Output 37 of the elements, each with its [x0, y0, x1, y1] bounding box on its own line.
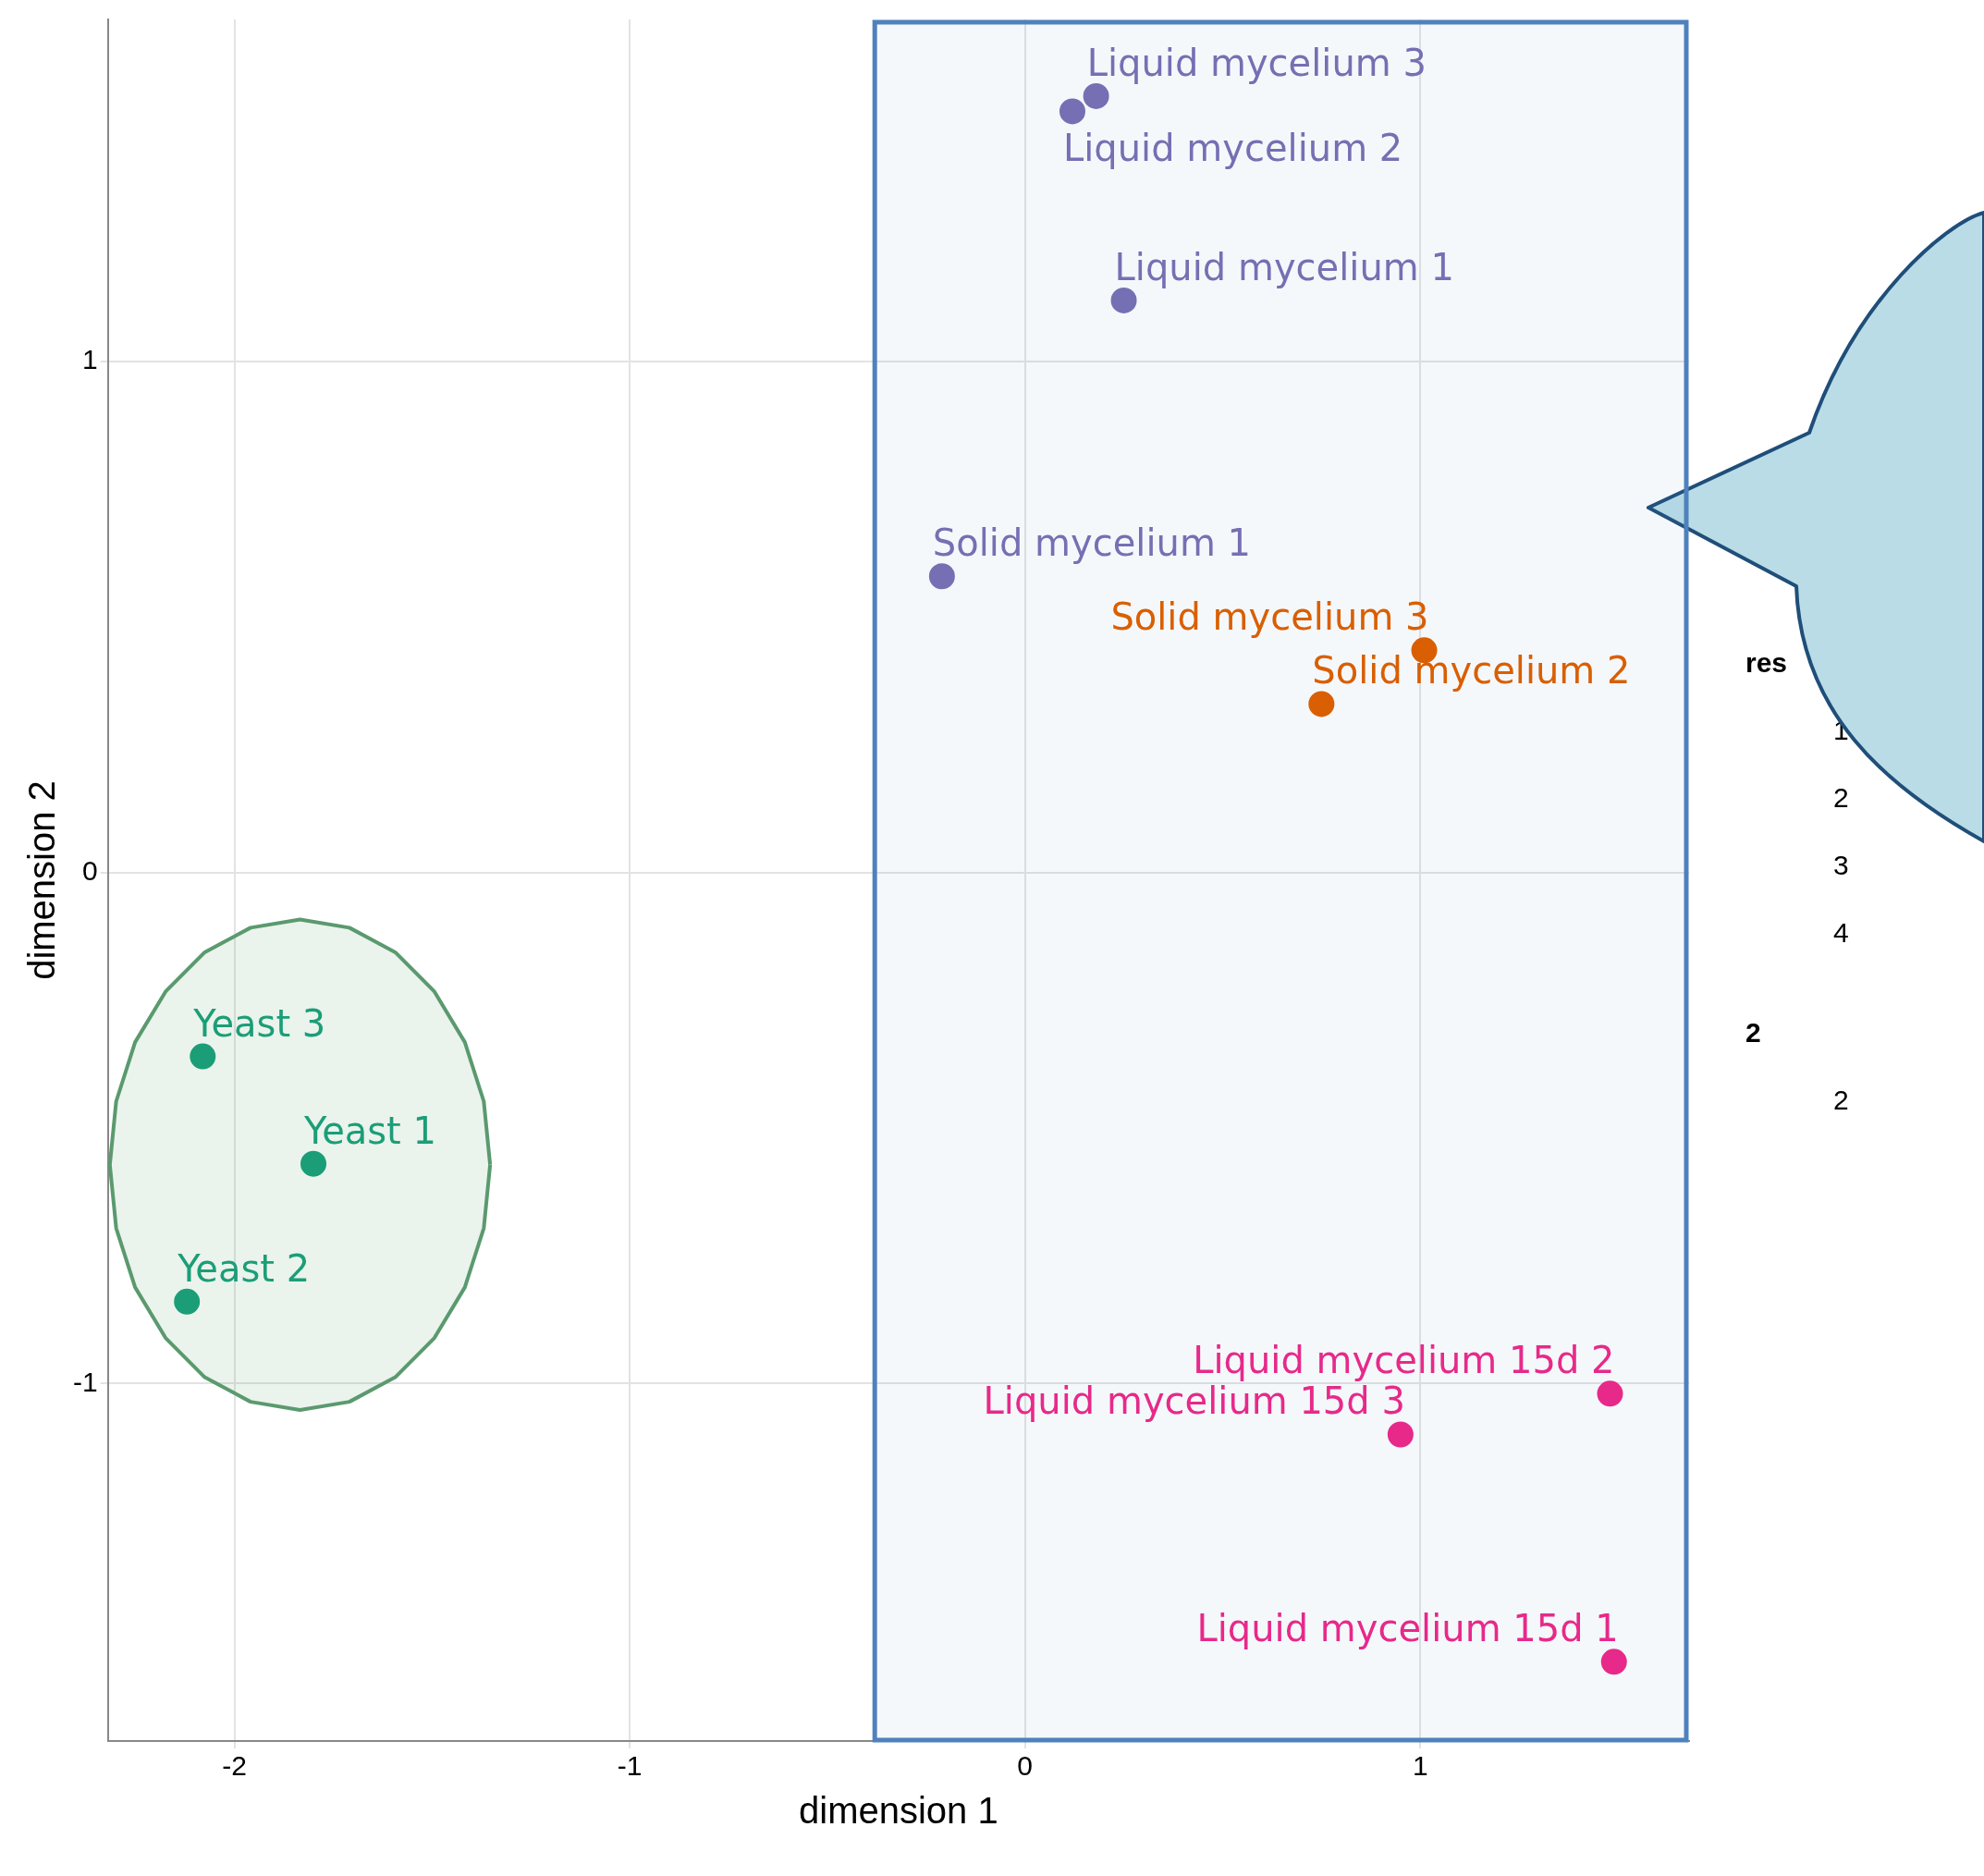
x-axis-title: dimension 1 [798, 1790, 998, 1832]
data-label: Yeast 2 [177, 1246, 311, 1290]
data-label: Yeast 3 [192, 1001, 326, 1045]
x-tick-label: -2 [222, 1750, 247, 1782]
point [300, 1150, 327, 1177]
x-tick-label: 1 [1412, 1750, 1428, 1782]
data-label: Solid mycelium 2 [1312, 649, 1631, 693]
data-label: Liquid mycelium 2 [1062, 127, 1403, 170]
text: 2 [1832, 1084, 1849, 1117]
point [1110, 287, 1137, 313]
data-label: Yeast 1 [303, 1109, 436, 1152]
text: 2 [1745, 1016, 1762, 1049]
y-tick-label: -1 [72, 1366, 98, 1397]
data-label: Liquid mycelium 15d 1 [1196, 1607, 1619, 1650]
data-label: Liquid mycelium 15d 2 [1193, 1339, 1615, 1382]
y-tick-label: 1 [81, 344, 98, 375]
y-axis-title: dimension 2 [21, 780, 63, 980]
y-tick-label: 0 [81, 854, 98, 886]
point [1308, 691, 1335, 717]
data-label: Liquid mycelium 3 [1086, 41, 1427, 84]
point [1083, 82, 1109, 109]
x-tick-label: -1 [617, 1750, 643, 1782]
point [1600, 1649, 1627, 1675]
point [928, 563, 955, 590]
data-label: Solid mycelium 3 [1110, 595, 1429, 639]
point [1387, 1421, 1414, 1448]
data-label: Solid mycelium 1 [932, 521, 1252, 565]
data-label: Liquid mycelium 1 [1114, 245, 1454, 288]
point [1059, 98, 1085, 125]
text: 3 [1832, 849, 1849, 882]
text: 4 [1832, 916, 1849, 950]
text: res [1745, 646, 1789, 680]
x-tick-label: 0 [1017, 1750, 1034, 1782]
point [190, 1043, 216, 1070]
point [1597, 1380, 1623, 1407]
point [174, 1288, 201, 1315]
text: 2 [1832, 781, 1849, 815]
